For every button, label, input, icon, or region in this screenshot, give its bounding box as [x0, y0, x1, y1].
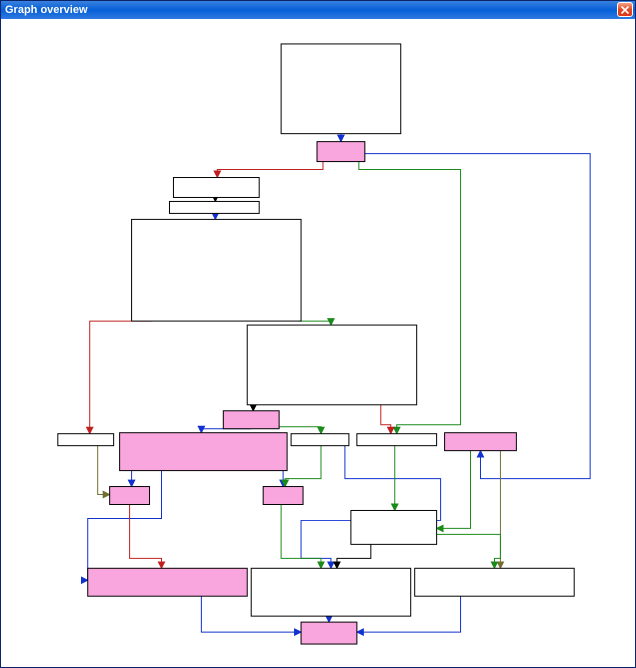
graph-edge — [285, 446, 321, 487]
graph-edge — [98, 446, 110, 495]
graph-node[interactable] — [301, 622, 357, 644]
graph-svg — [2, 20, 634, 666]
graph-edge — [437, 451, 471, 529]
graph-node[interactable] — [223, 411, 279, 429]
graph-node[interactable] — [120, 433, 287, 471]
graph-node[interactable] — [445, 433, 517, 451]
graph-node[interactable] — [281, 44, 401, 134]
graph-node[interactable] — [88, 568, 247, 596]
graph-edge — [365, 154, 590, 479]
graph-node[interactable] — [251, 568, 410, 616]
graph-node[interactable] — [110, 487, 150, 505]
graph-edge — [130, 504, 162, 568]
graph-node[interactable] — [58, 434, 114, 446]
graph-node[interactable] — [173, 178, 259, 198]
titlebar[interactable]: Graph overview — [1, 1, 635, 19]
graph-edge — [299, 321, 331, 325]
graph-node[interactable] — [247, 325, 416, 405]
graph-node[interactable] — [132, 219, 301, 321]
graph-edge — [437, 534, 501, 568]
graph-node[interactable] — [357, 434, 437, 446]
graph-node[interactable] — [169, 201, 259, 213]
graph-node[interactable] — [317, 142, 365, 162]
graph-edge — [337, 544, 371, 568]
window-title: Graph overview — [5, 4, 88, 16]
graph-canvas[interactable] — [2, 20, 634, 666]
graph-edge — [201, 429, 251, 433]
graph-node[interactable] — [263, 487, 303, 505]
graph-node[interactable] — [415, 568, 574, 596]
graph-node[interactable] — [351, 510, 437, 544]
close-button[interactable] — [617, 2, 633, 17]
graph-overview-window: Graph overview — [0, 0, 636, 668]
graph-edge — [217, 162, 323, 178]
graph-node[interactable] — [291, 434, 349, 446]
graph-edge — [381, 405, 391, 434]
graph-edge — [90, 321, 152, 434]
close-icon — [621, 6, 629, 14]
